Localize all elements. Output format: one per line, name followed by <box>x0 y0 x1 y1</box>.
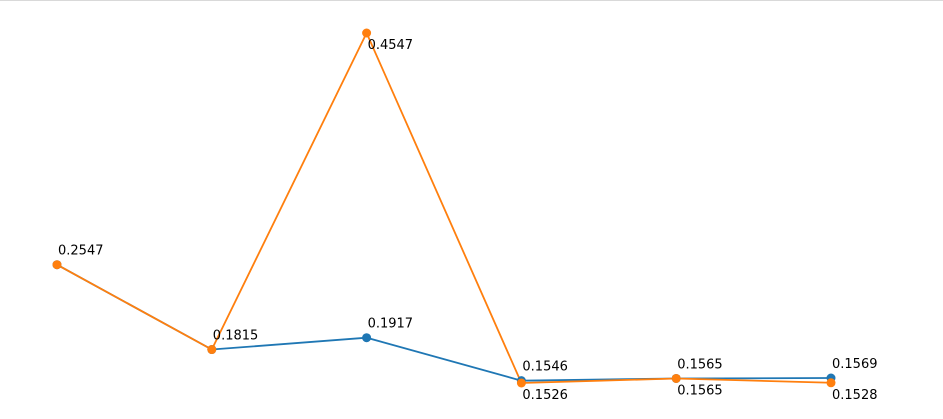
series-2-data-label-5: 0.1565 <box>677 383 723 398</box>
series-2-data-label-3: 0.4547 <box>368 38 414 53</box>
series-2-point-6 <box>826 378 836 388</box>
series-1-data-label-2: 0.1815 <box>213 329 258 344</box>
series-1-point-3 <box>362 333 372 343</box>
series-1-data-label-4: 0.1546 <box>522 360 568 375</box>
series-2-line <box>56 30 832 384</box>
series-lines <box>56 30 832 384</box>
data-labels: 0.1815 0.1917 0.1546 0.1565 0.1569 0.2547 0.45… <box>58 38 878 403</box>
series-2-data-label-4: 0.1526 <box>522 388 568 403</box>
series-1-data-label-5: 0.1565 <box>677 357 723 372</box>
series-2-data-label-6: 0.1528 <box>832 388 878 403</box>
series-2-point-5 <box>671 373 681 383</box>
series-2-point-1 <box>52 260 62 270</box>
series-2-point-2 <box>207 345 217 355</box>
top-border <box>0 0 943 1</box>
series-2-point-3 <box>362 28 372 38</box>
series-2-point-4 <box>516 378 526 388</box>
series-1-data-label-3: 0.1917 <box>368 317 414 332</box>
series-points <box>52 28 836 388</box>
series-1-data-label-6: 0.1569 <box>832 357 878 372</box>
series-2-data-label-1: 0.2547 <box>58 244 104 259</box>
